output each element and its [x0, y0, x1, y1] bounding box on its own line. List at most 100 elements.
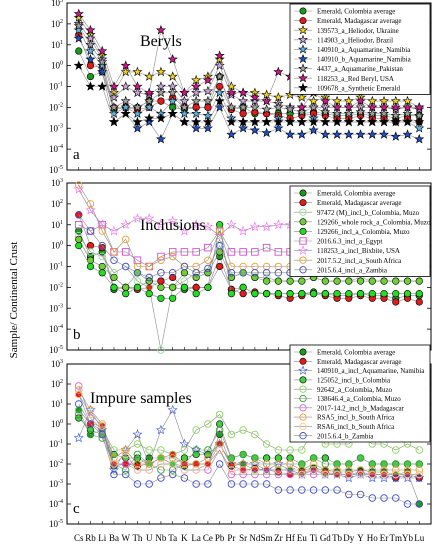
y-tick-label: 102 [51, 379, 63, 389]
data-point [226, 116, 237, 127]
legend-box [289, 3, 431, 95]
data-point [86, 430, 95, 439]
legend-label: 139573_a_Heliodor, Ukraine [317, 27, 399, 35]
data-point [108, 464, 120, 475]
legend-marker [298, 25, 308, 35]
data-point [415, 298, 423, 306]
data-point [180, 248, 189, 256]
data-point [251, 480, 259, 488]
data-point [321, 454, 329, 462]
data-point [298, 290, 306, 298]
data-point [204, 283, 212, 291]
data-point [415, 470, 424, 479]
data-point [110, 454, 118, 462]
legend-label: 125052_incl_b_Colombia [317, 377, 391, 385]
data-point [74, 410, 83, 419]
legend-label: Emerald, Madagascar average [317, 17, 402, 25]
data-point [168, 252, 177, 261]
data-point [98, 269, 106, 277]
data-point [296, 102, 307, 112]
data-point [191, 81, 202, 91]
data-point [298, 460, 306, 468]
legend-marker [299, 385, 307, 393]
data-point [157, 256, 165, 264]
data-point [74, 390, 83, 399]
legend-marker [299, 348, 307, 356]
data-point [192, 446, 200, 454]
legend-marker [299, 413, 307, 421]
data-point [167, 54, 178, 64]
data-point [380, 494, 388, 502]
data-point [403, 470, 412, 479]
data-point [309, 486, 318, 494]
data-point [74, 220, 83, 229]
y-tick-label: 10-1 [49, 262, 63, 272]
y-tick-label: 102 [51, 19, 63, 29]
data-point [157, 474, 165, 482]
data-point [392, 277, 400, 285]
data-point [202, 74, 213, 85]
data-point [402, 472, 413, 483]
data-point [191, 95, 202, 106]
data-point [74, 181, 83, 189]
x-tick-label: Pb [215, 533, 225, 543]
data-point [367, 102, 378, 112]
data-point [204, 264, 212, 273]
y-tick-label: 10-2 [49, 102, 63, 112]
data-point [86, 72, 95, 81]
x-tick-label: Hf [285, 533, 295, 543]
x-tick-label: Ti [310, 533, 318, 543]
data-point [380, 470, 388, 479]
panel-title: Impure samples [90, 390, 192, 407]
data-point [75, 235, 83, 243]
data-point [157, 277, 165, 285]
data-point [262, 243, 271, 252]
x-tick-label: Ba [109, 533, 119, 543]
data-point [392, 446, 400, 454]
legend-marker [298, 63, 308, 73]
data-point [414, 472, 425, 483]
data-point [85, 204, 96, 215]
data-point [215, 410, 224, 419]
data-point [86, 200, 95, 208]
data-point [214, 95, 225, 106]
data-point [133, 460, 142, 468]
data-point [86, 420, 95, 428]
data-point [168, 466, 177, 474]
data-point [157, 252, 165, 261]
legend-marker [299, 218, 307, 226]
data-point [145, 262, 153, 271]
data-point [132, 81, 143, 91]
data-point [227, 248, 236, 256]
y-tick-label: 10-5 [49, 165, 63, 175]
data-point [192, 466, 200, 474]
data-point [110, 283, 118, 291]
data-point [251, 454, 259, 462]
y-tick-label: 102 [51, 199, 63, 209]
data-point [226, 87, 237, 98]
data-point [296, 129, 307, 139]
data-point [296, 106, 307, 117]
series-line [78, 403, 420, 505]
legend-marker [299, 7, 307, 15]
panel-inclusions: 10-5 10-4 10-3 10-2 10-1 100 101 102 103 Inclusio… [49, 178, 432, 355]
data-point [262, 269, 271, 277]
y-tick-label: 10-3 [49, 123, 63, 133]
data-point [98, 420, 106, 428]
data-point [179, 87, 190, 98]
data-point [390, 116, 401, 127]
y-tick-label: 10-2 [49, 282, 63, 292]
legend-marker [299, 227, 307, 235]
data-point [169, 294, 177, 302]
data-point [239, 290, 247, 298]
data-point [122, 283, 130, 291]
data-point [238, 122, 249, 133]
data-point [298, 470, 306, 479]
data-point [286, 460, 294, 468]
data-point [157, 283, 165, 291]
data-point [345, 460, 353, 468]
data-point [262, 460, 271, 468]
data-point [309, 470, 318, 479]
data-point [367, 472, 378, 483]
data-point [108, 81, 120, 91]
